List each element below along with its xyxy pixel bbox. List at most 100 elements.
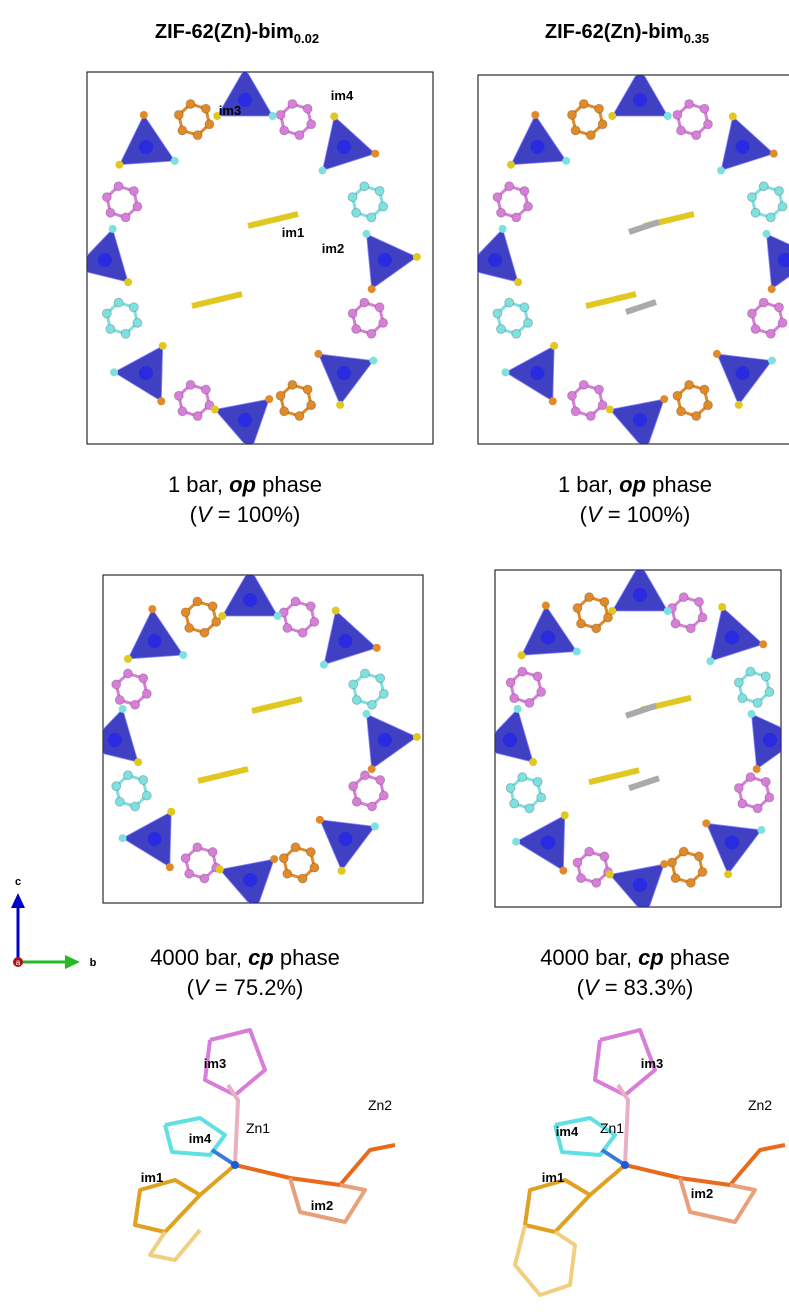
atom <box>375 303 384 312</box>
atom <box>761 672 770 681</box>
atom <box>506 678 515 687</box>
fragment-label: Zn1 <box>246 1120 270 1136</box>
atom <box>185 623 194 632</box>
atom <box>512 329 521 338</box>
atom <box>283 623 292 632</box>
atom <box>200 628 209 637</box>
atom <box>131 700 140 709</box>
atom <box>114 298 123 307</box>
atom <box>115 161 123 169</box>
atom <box>276 391 285 400</box>
atom <box>512 838 520 846</box>
atom <box>493 309 502 318</box>
atom <box>102 193 111 202</box>
fragment-bond <box>625 1145 785 1185</box>
atom <box>280 407 289 416</box>
atom <box>568 391 577 400</box>
atom <box>496 325 505 334</box>
atom <box>320 661 328 669</box>
atom <box>139 776 148 785</box>
atom <box>178 126 187 135</box>
atom <box>738 799 747 808</box>
atom <box>679 593 688 602</box>
axis-label: a <box>16 958 21 967</box>
atom <box>269 112 277 120</box>
atom <box>318 167 326 175</box>
atom <box>241 64 249 72</box>
atom <box>332 607 340 615</box>
atom <box>376 776 385 785</box>
atom <box>475 745 483 753</box>
atom <box>673 110 682 119</box>
atom <box>568 110 577 119</box>
atom <box>686 624 695 633</box>
title-subscript: 0.02 <box>294 31 319 46</box>
tetrahedron <box>516 815 565 870</box>
atom <box>348 309 357 318</box>
atom <box>738 694 747 703</box>
atom <box>778 318 787 327</box>
zn-atom <box>633 413 647 427</box>
caption-text: 1 bar, <box>168 472 229 497</box>
atom <box>759 298 768 307</box>
atom <box>579 380 588 389</box>
atom <box>276 110 285 119</box>
atom <box>171 157 179 165</box>
atom <box>537 793 546 802</box>
atom <box>121 329 130 338</box>
atom <box>499 225 507 233</box>
atom <box>577 619 586 628</box>
caption: (V = 100%) <box>190 502 301 527</box>
atom <box>585 593 594 602</box>
tetrahedron <box>522 606 577 656</box>
atom <box>510 694 519 703</box>
zn-atom <box>725 836 739 850</box>
atom <box>310 863 319 872</box>
zn-atom <box>337 366 351 380</box>
structure-label: im2 <box>322 241 344 256</box>
fragment-label: Zn2 <box>748 1097 772 1113</box>
fragments <box>135 1030 785 1295</box>
atom <box>216 865 224 873</box>
atom <box>713 350 721 358</box>
atom <box>167 808 175 816</box>
guest-linker <box>198 769 248 781</box>
column-title: ZIF-62(Zn)-bim0.35 <box>545 21 709 46</box>
caption: 1 bar, op phase <box>558 472 712 497</box>
atom <box>106 208 115 217</box>
atom <box>283 869 292 878</box>
atom <box>706 657 714 665</box>
zn-atom <box>633 878 647 892</box>
atom <box>660 395 668 403</box>
atom <box>349 680 358 689</box>
fragment-label: Zn2 <box>368 1097 392 1113</box>
fragment-label: im2 <box>691 1186 713 1201</box>
zn-atom <box>378 253 392 267</box>
atom <box>759 182 768 191</box>
atom <box>512 213 521 222</box>
atom <box>561 811 569 819</box>
atom <box>694 852 703 861</box>
atom <box>193 597 202 606</box>
atom <box>735 401 743 409</box>
atom <box>671 619 680 628</box>
atom <box>746 773 755 782</box>
atom <box>746 667 755 676</box>
atom <box>510 799 519 808</box>
atom <box>608 112 616 120</box>
arrow <box>65 955 80 969</box>
atom <box>766 213 775 222</box>
atom <box>265 395 273 403</box>
atom <box>336 401 344 409</box>
atom <box>704 401 713 410</box>
atom <box>770 150 778 158</box>
atom <box>542 602 550 610</box>
atom <box>303 104 312 113</box>
atom <box>368 765 376 773</box>
atom <box>562 157 570 165</box>
atom <box>270 855 278 863</box>
arrow <box>11 893 25 908</box>
guest-linker <box>589 770 639 782</box>
atom <box>291 597 300 606</box>
atom <box>124 655 132 663</box>
